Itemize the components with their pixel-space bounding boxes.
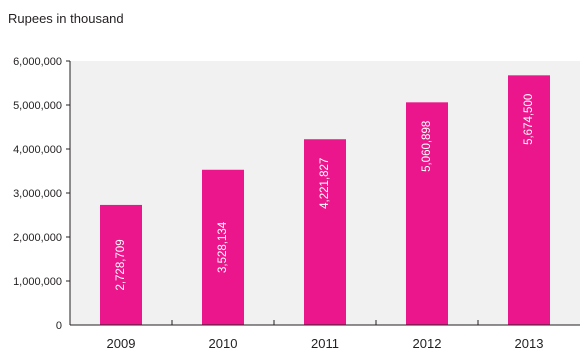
x-axis: 2009 2010 2011 2012 2013 xyxy=(70,320,580,351)
y-tick-label: 2,000,000 xyxy=(13,232,62,244)
bar-value-label: 5,060,898 xyxy=(421,121,433,172)
bar-value-label: 2,728,709 xyxy=(115,239,127,290)
bar-value-label: 3,528,134 xyxy=(217,221,229,273)
y-tick-label: 3,000,000 xyxy=(13,188,62,200)
unit-label: Rupees in thousand xyxy=(8,11,124,26)
x-tick-label: 2010 xyxy=(209,336,238,351)
bars: 2,728,709 3,528,134 4,221,827 5,060,898 5,67… xyxy=(100,75,550,326)
bar-value-label: 4,221,827 xyxy=(319,158,331,209)
y-tick-label: 4,000,000 xyxy=(13,144,62,156)
bar-value-label: 5,674,500 xyxy=(523,94,535,145)
y-tick-label: 5,000,000 xyxy=(13,100,62,112)
y-tick-label: 1,000,000 xyxy=(13,276,62,288)
y-axis: 0 1,000,000 2,000,000 3,000,000 4,000,000 5,0… xyxy=(13,56,71,332)
x-tick-label: 2013 xyxy=(515,336,544,351)
x-tick-label: 2009 xyxy=(107,336,136,351)
bar xyxy=(100,204,142,325)
bar xyxy=(202,169,244,325)
x-tick-label: 2011 xyxy=(311,336,339,351)
bar xyxy=(508,75,550,326)
y-tick-label: 6,000,000 xyxy=(13,56,62,68)
bar xyxy=(304,139,346,325)
y-tick-label: 0 xyxy=(56,320,62,332)
x-tick-label: 2012 xyxy=(413,336,442,351)
bar xyxy=(406,102,448,325)
